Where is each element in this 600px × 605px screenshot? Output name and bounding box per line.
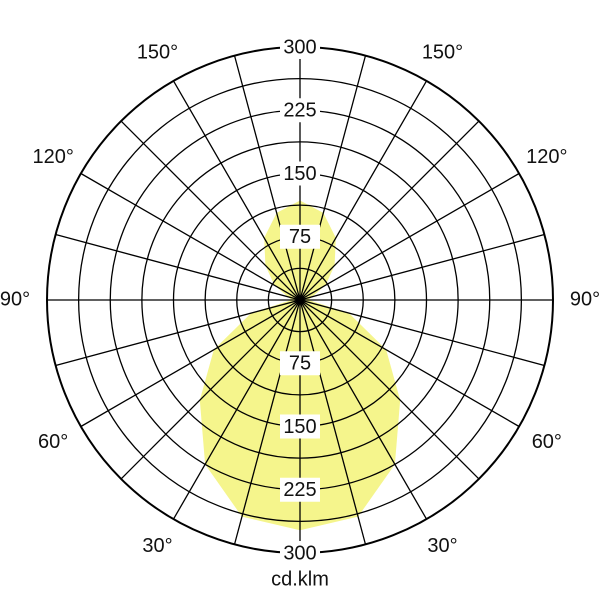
- r-tick-label: 150: [283, 416, 316, 438]
- r-tick-label: 75: [289, 226, 311, 248]
- angle-label: 60°: [532, 431, 562, 453]
- angle-label: 30°: [142, 535, 172, 557]
- r-tick-label: 225: [283, 100, 316, 122]
- r-tick-label: 300: [283, 542, 316, 564]
- angle-label: 90°: [570, 288, 600, 310]
- angle-label: 90°: [0, 288, 30, 310]
- tick-label-bg: [280, 477, 320, 502]
- radial-line: [233, 55, 367, 545]
- r-tick-label: 300: [283, 36, 316, 58]
- tick-label-bg: [280, 98, 320, 123]
- angle-label: 30°: [427, 535, 457, 557]
- unit-label: cd.klm: [271, 568, 329, 590]
- tick-label-bg: [280, 224, 320, 249]
- tick-label-bg: [280, 541, 320, 565]
- r-tick-label: 150: [283, 163, 316, 185]
- angle-label: 150°: [137, 41, 178, 63]
- angle-label: 120°: [32, 146, 73, 168]
- angle-label: 60°: [38, 431, 68, 453]
- angle-label: 120°: [526, 146, 567, 168]
- tick-label-bg: [280, 351, 320, 376]
- tick-label-bg: [280, 35, 320, 59]
- tick-label-bg: [280, 161, 320, 186]
- angle-label: 150°: [422, 41, 463, 63]
- tick-label-bg: [280, 414, 320, 439]
- r-tick-label: 75: [289, 353, 311, 375]
- r-tick-label: 225: [283, 479, 316, 501]
